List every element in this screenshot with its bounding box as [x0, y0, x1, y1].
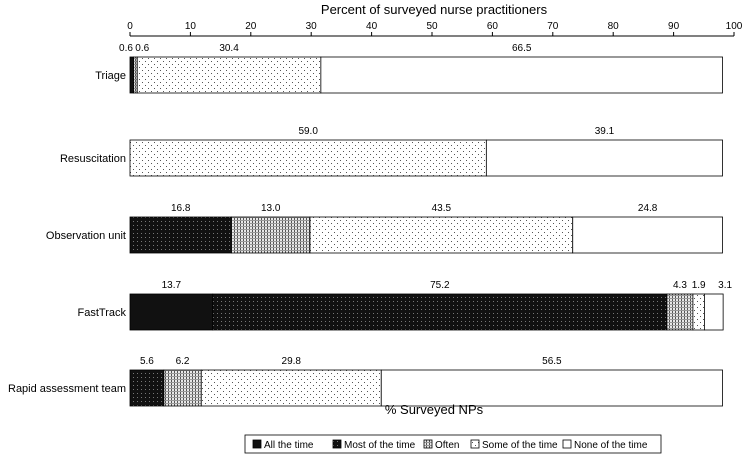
bars-group: Triage 0.6 0.6 30.4 66.5 Resuscitation 59.0 39.…: [8, 43, 733, 407]
data-label: 3.1: [718, 280, 732, 291]
bar-segment-often: [163, 369, 202, 407]
legend-label: Often: [435, 440, 459, 451]
category-label: Observation unit: [46, 230, 126, 242]
category-label: FastTrack: [78, 307, 127, 319]
bar-segment-all-the-time: [129, 293, 214, 331]
bar-segment-some-of-the-time: [129, 139, 487, 177]
legend-swatch-most-of-the-time: [332, 439, 342, 449]
x-tick-label: 100: [726, 21, 743, 32]
data-label: 43.5: [432, 203, 452, 214]
data-label: 6.2: [176, 356, 190, 367]
chart-title: Percent of surveyed nurse practitioners: [321, 2, 548, 17]
legend-label: All the time: [264, 440, 314, 451]
data-label: 29.8: [282, 356, 302, 367]
x-tick-label: 80: [608, 21, 620, 32]
bar-row: Resuscitation 59.0 39.1: [60, 126, 723, 177]
legend-label: None of the time: [574, 440, 648, 451]
x-axis-label: % Surveyed NPs: [385, 402, 484, 417]
data-label: 0.6: [119, 43, 133, 54]
bar-segment-some-of-the-time: [309, 216, 574, 254]
data-label: 13.7: [162, 280, 182, 291]
legend-label: Some of the time: [482, 440, 558, 451]
bar-segment-none-of-the-time: [485, 139, 723, 177]
data-label: 59.0: [298, 126, 318, 137]
bar-row: Rapid assessment team 5.6 6.2 29.8 56.5: [8, 356, 723, 407]
x-axis: 0 10 20 30 40 50 60 70 80 90 100: [127, 21, 743, 37]
data-label: 66.5: [512, 43, 532, 54]
bar-segment-most-of-the-time: [129, 369, 165, 407]
data-label: 0.6: [135, 43, 149, 54]
x-tick-label: 60: [487, 21, 499, 32]
data-label: 24.8: [638, 203, 658, 214]
x-tick-label: 40: [366, 21, 378, 32]
legend-box: [244, 434, 662, 454]
legend: All the time Most of the time Often Some of…: [244, 434, 662, 454]
bar-segment-none-of-the-time: [380, 369, 723, 407]
bar-row: FastTrack 13.7 75.2 4.3 1.9 3.1: [78, 280, 733, 331]
data-label: 5.6: [140, 356, 154, 367]
bar-segment-often: [133, 56, 138, 94]
bar-segment-none-of-the-time: [704, 293, 724, 331]
data-label: 75.2: [430, 280, 450, 291]
bar-segment-most-of-the-time: [129, 216, 232, 254]
bar-segment-most-of-the-time: [212, 293, 668, 331]
x-tick-label: 50: [426, 21, 438, 32]
bar-segment-often: [666, 293, 694, 331]
legend-swatch-some-of-the-time: [470, 439, 480, 449]
data-label: 39.1: [595, 126, 615, 137]
x-tick-label: 90: [668, 21, 680, 32]
data-label: 56.5: [542, 356, 562, 367]
bar-row: Triage 0.6 0.6 30.4 66.5: [95, 43, 723, 94]
bar-segment-some-of-the-time: [200, 369, 382, 407]
x-tick-label: 70: [547, 21, 559, 32]
data-label: 13.0: [261, 203, 281, 214]
legend-swatch-none-of-the-time: [562, 439, 572, 449]
bar-segment-most-of-the-time: [129, 56, 135, 94]
x-tick-label: 0: [127, 21, 133, 32]
legend-label: Most of the time: [344, 440, 416, 451]
legend-swatch-often: [423, 439, 433, 449]
legend-swatch-all-the-time: [252, 439, 262, 449]
data-label: 30.4: [219, 43, 239, 54]
category-label: Triage: [95, 70, 126, 82]
x-tick-label: 30: [306, 21, 318, 32]
bar-segment-none-of-the-time: [572, 216, 723, 254]
x-tick-label: 10: [185, 21, 197, 32]
category-label: Rapid assessment team: [8, 383, 126, 395]
bar-segment-some-of-the-time: [136, 56, 322, 94]
bar-row: Observation unit 16.8 13.0 43.5 24.8: [46, 203, 723, 254]
data-label: 4.3: [673, 280, 687, 291]
category-label: Resuscitation: [60, 153, 126, 165]
x-tick-label: 20: [245, 21, 257, 32]
bar-segment-none-of-the-time: [320, 56, 723, 94]
data-label: 16.8: [171, 203, 191, 214]
bar-segment-often: [231, 216, 311, 254]
data-label: 1.9: [692, 280, 706, 291]
bar-segment-some-of-the-time: [692, 293, 705, 331]
